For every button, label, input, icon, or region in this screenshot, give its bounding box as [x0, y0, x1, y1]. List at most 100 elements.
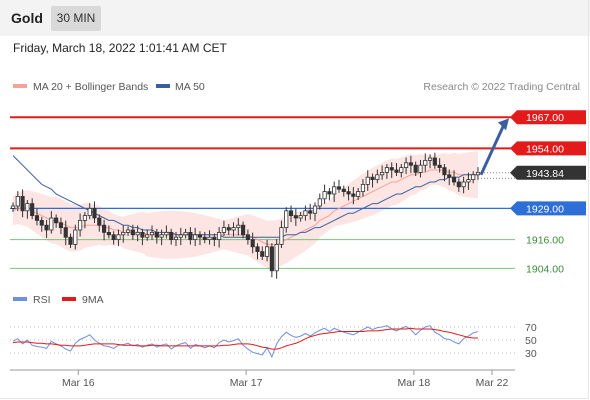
- candle-body: [418, 164, 423, 173]
- candle-body: [250, 239, 255, 248]
- candle-body: [312, 205, 318, 214]
- legend-swatch-ma50: [156, 84, 170, 88]
- last-price-tag: [510, 165, 586, 180]
- candle-body: [54, 217, 59, 224]
- resistance-level-label: 1967.00: [526, 112, 564, 124]
- candle-body: [389, 167, 394, 171]
- candle-body: [149, 231, 155, 236]
- rsi-ma-line: [12, 327, 478, 350]
- candles: [10, 152, 481, 279]
- candle-body: [255, 246, 260, 253]
- candle-body: [159, 234, 164, 238]
- candle-body: [394, 169, 399, 173]
- candle-body: [370, 176, 375, 180]
- candle-body: [375, 174, 380, 181]
- candle-body: [116, 234, 121, 241]
- x-tick-label: Mar 18: [398, 377, 431, 389]
- level-tags: 1967.00 1954.00 1929.00 1916.00 1904.00 1943.…: [478, 110, 586, 275]
- legend-label-rsi: RSI: [33, 294, 51, 306]
- rsi-tick-label: 50: [525, 335, 537, 347]
- candle-body: [164, 231, 169, 236]
- candle-body: [442, 167, 447, 176]
- copyright-text: Research © 2022 Trading Central: [423, 81, 580, 93]
- candle-body: [97, 217, 102, 226]
- candle-body: [317, 198, 322, 207]
- candle-body: [154, 231, 159, 238]
- x-tick-label: Mar 22: [476, 377, 509, 389]
- candle-body: [231, 227, 236, 231]
- candle-body: [279, 227, 284, 245]
- candle-body: [125, 229, 131, 233]
- resistance-level-label: 1954.00: [526, 143, 564, 155]
- timeframe-button[interactable]: 30 MIN: [51, 6, 101, 31]
- candle-body: [245, 234, 250, 241]
- support-level-label: 1916.00: [526, 235, 564, 247]
- candle-body: [44, 224, 49, 231]
- candle-body: [217, 231, 222, 240]
- resistance-level-tag: [510, 141, 586, 156]
- candle-body: [456, 181, 461, 188]
- header-bar: Gold 30 MIN: [0, 0, 590, 36]
- legend-label-bollinger: MA 20 + Bollinger Bands: [33, 81, 148, 93]
- candle-body: [413, 164, 418, 173]
- candle-body: [471, 174, 476, 181]
- candle-body: [288, 210, 294, 217]
- candle-body: [269, 246, 274, 272]
- candle-body: [226, 227, 231, 231]
- candle-body: [178, 234, 183, 238]
- bollinger-band-area: [13, 151, 478, 269]
- candle-body: [183, 231, 188, 236]
- candle-body: [221, 227, 227, 233]
- candle-body: [140, 231, 145, 238]
- projection-arrow-head: [498, 118, 509, 131]
- last-price-label: 1943.84: [526, 168, 564, 180]
- candle-body: [466, 179, 471, 183]
- candle-body: [327, 191, 332, 195]
- candle-body: [241, 224, 246, 236]
- candle-body: [15, 195, 20, 207]
- candle-body: [360, 183, 366, 192]
- candle-body: [437, 164, 442, 168]
- candle-body: [173, 236, 179, 240]
- candle-body: [212, 236, 217, 240]
- rsi-line: [12, 325, 479, 359]
- candle-body: [10, 205, 16, 209]
- candle-body: [111, 234, 116, 241]
- candle-body: [121, 231, 126, 236]
- candle-body: [58, 222, 64, 229]
- candle-body: [380, 171, 385, 176]
- pivot-level-tag: [510, 201, 586, 216]
- candle-body: [461, 181, 466, 188]
- candle-body: [332, 186, 337, 195]
- x-axis: Mar 16 Mar 17 Mar 18 Mar 22: [62, 370, 509, 389]
- candle-body: [207, 236, 212, 240]
- candle-body: [87, 207, 92, 216]
- candle-body: [106, 231, 111, 236]
- candle-body: [432, 157, 437, 166]
- candle-body: [399, 167, 404, 173]
- candle-body: [49, 217, 54, 231]
- candle-body: [68, 236, 73, 245]
- candle-body: [447, 174, 452, 178]
- candle-body: [427, 157, 433, 161]
- candle-body: [63, 227, 68, 238]
- candle-body: [351, 193, 356, 197]
- candle-body: [346, 191, 351, 195]
- candle-body: [264, 246, 270, 257]
- candle-body: [293, 215, 298, 219]
- pivot-level-label: 1929.00: [526, 203, 564, 215]
- candle-body: [284, 210, 289, 229]
- legend-swatch-rsi: [13, 297, 27, 301]
- candle-body: [197, 234, 203, 238]
- candle-body: [145, 234, 150, 238]
- candle-body: [303, 210, 308, 217]
- candle-body: [193, 234, 198, 241]
- ma20-line: [12, 169, 478, 245]
- candle-body: [423, 159, 428, 166]
- candle-body: [322, 191, 327, 200]
- candle-body: [274, 243, 279, 272]
- x-tick-label: Mar 16: [62, 377, 95, 389]
